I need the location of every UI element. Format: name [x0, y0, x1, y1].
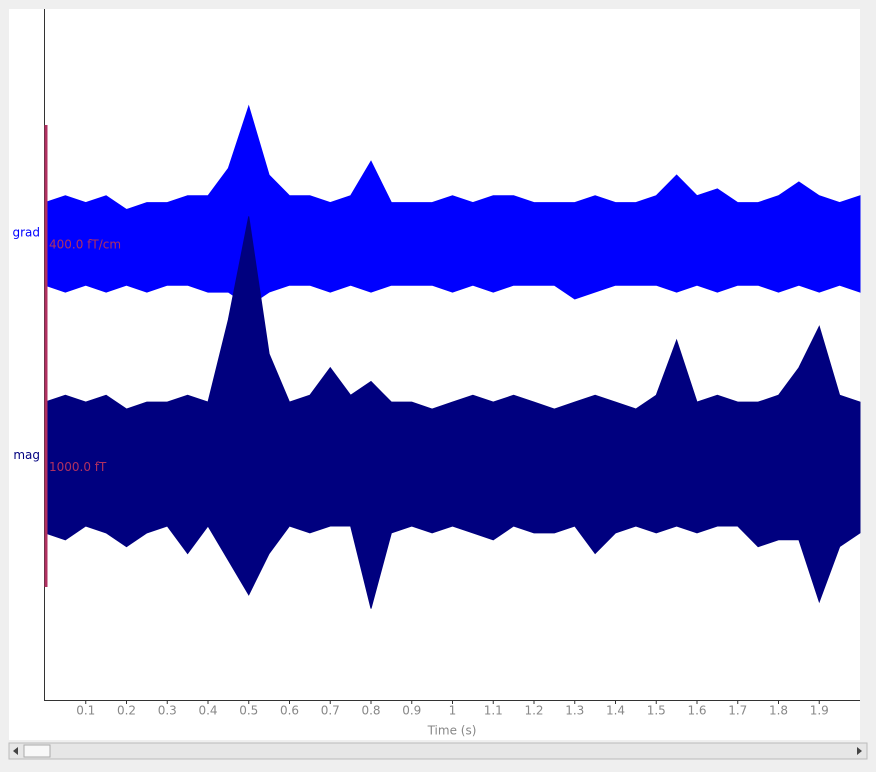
x-tick-label: 1.2 — [524, 704, 543, 718]
x-tick-label: 1.7 — [728, 704, 747, 718]
x-tick-label: 0.5 — [239, 704, 258, 718]
x-tick-label: 0.1 — [76, 704, 95, 718]
scroll-left[interactable] — [13, 747, 18, 755]
x-tick-label: 1.8 — [769, 704, 788, 718]
plot-background — [9, 9, 860, 740]
x-tick-label: 0.3 — [158, 704, 177, 718]
x-axis-label: Time (s) — [427, 724, 477, 738]
scroll-right[interactable] — [857, 747, 862, 755]
x-tick-label: 1.9 — [810, 704, 829, 718]
x-tick-label: 1.1 — [484, 704, 503, 718]
x-tick-label: 0.6 — [280, 704, 299, 718]
x-tick-label: 1.4 — [606, 704, 625, 718]
x-tick-label: 1.5 — [647, 704, 666, 718]
scale-label: 400.0 fT/cm — [49, 238, 121, 252]
x-tick-label: 0.2 — [117, 704, 136, 718]
trace-band — [44, 216, 861, 609]
channel-label: mag — [13, 448, 40, 462]
channel-label: grad — [12, 226, 40, 240]
x-tick-label: 1.6 — [687, 704, 706, 718]
scrollbar[interactable] — [8, 742, 868, 760]
x-tick-label: 1.3 — [565, 704, 584, 718]
scale-label: 1000.0 fT — [49, 460, 107, 474]
x-tick-label: 0.9 — [402, 704, 421, 718]
x-tick-label: 0.8 — [361, 704, 380, 718]
x-tick-label: 0.4 — [198, 704, 217, 718]
scrollbar-thumb[interactable] — [23, 744, 51, 758]
x-tick-label: 0.7 — [321, 704, 340, 718]
x-tick-label: 1 — [449, 704, 457, 718]
